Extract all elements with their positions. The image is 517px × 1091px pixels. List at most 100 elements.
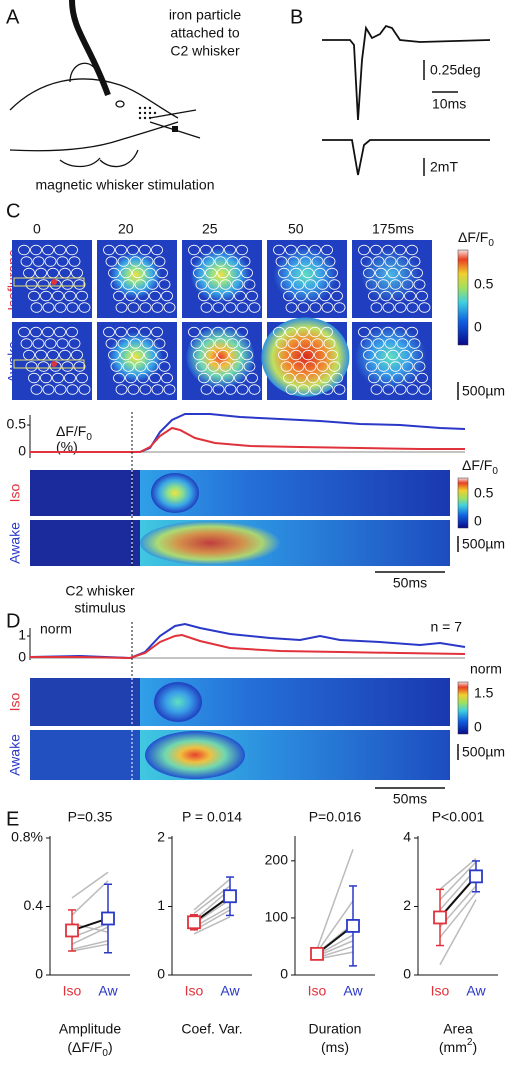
barrel-outline (122, 361, 135, 372)
image-tile (12, 240, 92, 318)
heatmap-blob (140, 521, 280, 565)
barrel-outline (52, 372, 64, 384)
barrel-outline (299, 338, 312, 349)
cable (69, 0, 111, 97)
barrel-outline (32, 256, 45, 267)
barrel-outline (205, 267, 217, 279)
barrel-outline (163, 384, 176, 395)
barrel-outline (226, 338, 239, 349)
text: (ms) (321, 1039, 349, 1055)
barrel-outline (61, 361, 74, 372)
y-tick-label: 0 (280, 966, 288, 982)
barrel-outline (358, 326, 370, 338)
barrel-outline (304, 361, 317, 372)
barrel-outline (309, 302, 322, 313)
colorbar-tick: 0 (474, 513, 482, 529)
barrel-outline (401, 279, 414, 290)
row-label: Awake (7, 522, 23, 564)
x-label: Amplitude (59, 1021, 121, 1037)
subject-line (71, 871, 109, 899)
barrel-outline (406, 384, 419, 395)
barrel-outline (200, 302, 213, 313)
y-label: norm (40, 621, 72, 637)
barrel-outline (333, 302, 346, 313)
barrel-outline (110, 361, 123, 372)
barrel-outline (103, 244, 115, 256)
barrel-outline (129, 338, 142, 349)
barrel-outline (360, 338, 373, 349)
barrel-outline (418, 384, 431, 395)
barrel-outline (273, 326, 285, 338)
barrel-outline (156, 267, 168, 279)
barrel-outline (224, 244, 236, 256)
barrel-outline (158, 279, 171, 290)
barrel-outline (146, 361, 159, 372)
barrel-outline (18, 326, 30, 338)
barrel-outline (144, 267, 156, 279)
y-tick-label: 0 (157, 966, 165, 982)
barrel-outline (200, 384, 213, 395)
barrel-outline (323, 256, 336, 267)
barrel-outline (125, 372, 137, 384)
barrel-outline (382, 384, 395, 395)
field-trace (322, 139, 490, 176)
x-label: Duration (309, 1021, 362, 1037)
barrel-outline (307, 290, 319, 302)
heatmap-blob (154, 682, 202, 722)
barrel-outline (132, 349, 144, 361)
iron-dots (138, 106, 178, 132)
barrel-outline (219, 361, 232, 372)
heatmap-blob (151, 473, 199, 513)
barrel-outline (229, 267, 241, 279)
colorbar-tick: 0 (474, 719, 482, 735)
barrel-outline (316, 361, 329, 372)
y-tick-label: 0 (35, 966, 43, 982)
barrel-outline (224, 384, 237, 395)
response-blob (107, 331, 164, 383)
deflection-trace (322, 24, 491, 121)
y-tick-label: 1 (157, 897, 165, 913)
panel-letter: B (290, 6, 303, 28)
barrel-outline (321, 326, 333, 338)
barrel-outline (377, 279, 390, 290)
barrel-outline (226, 256, 239, 267)
barrel-outline (319, 290, 331, 302)
barrel-outline (132, 267, 144, 279)
barrel-outline (66, 302, 79, 313)
barrel-outline (384, 338, 397, 349)
barrel-outline (408, 256, 421, 267)
subject-line (439, 892, 477, 938)
barrel-outline (295, 290, 307, 302)
barrel-outline (54, 326, 66, 338)
category-label: Iso (185, 983, 204, 999)
text: 0 (488, 238, 494, 249)
panel-letter: D (6, 610, 20, 632)
barrel-outline (149, 290, 161, 302)
barrel-outline (368, 290, 380, 302)
barrel-outline (188, 244, 200, 256)
y-tick-label: 100 (265, 909, 289, 925)
barrel-outline (207, 279, 220, 290)
subject-line (71, 943, 109, 952)
barrel-outline (285, 302, 298, 313)
barrel-outline (316, 279, 329, 290)
barrel-outline (42, 326, 54, 338)
barrel-outline (236, 244, 248, 256)
barrel-outline (287, 256, 300, 267)
barrel-outline (328, 361, 341, 372)
barrel-outline (207, 361, 220, 372)
subject-line (439, 861, 477, 901)
barrel-outline (210, 372, 222, 384)
barrel-outline (396, 256, 409, 267)
barrel-outline (280, 361, 293, 372)
text: 0 (102, 1048, 108, 1059)
barrel-outline (399, 349, 411, 361)
scale-label: 50ms (393, 575, 427, 591)
barrel-outline (151, 326, 163, 338)
barrel-outline (28, 372, 40, 384)
barrel-outline (30, 326, 42, 338)
barrel-outline (278, 349, 290, 361)
barrel-outline (56, 338, 69, 349)
barrel-outline (396, 338, 409, 349)
